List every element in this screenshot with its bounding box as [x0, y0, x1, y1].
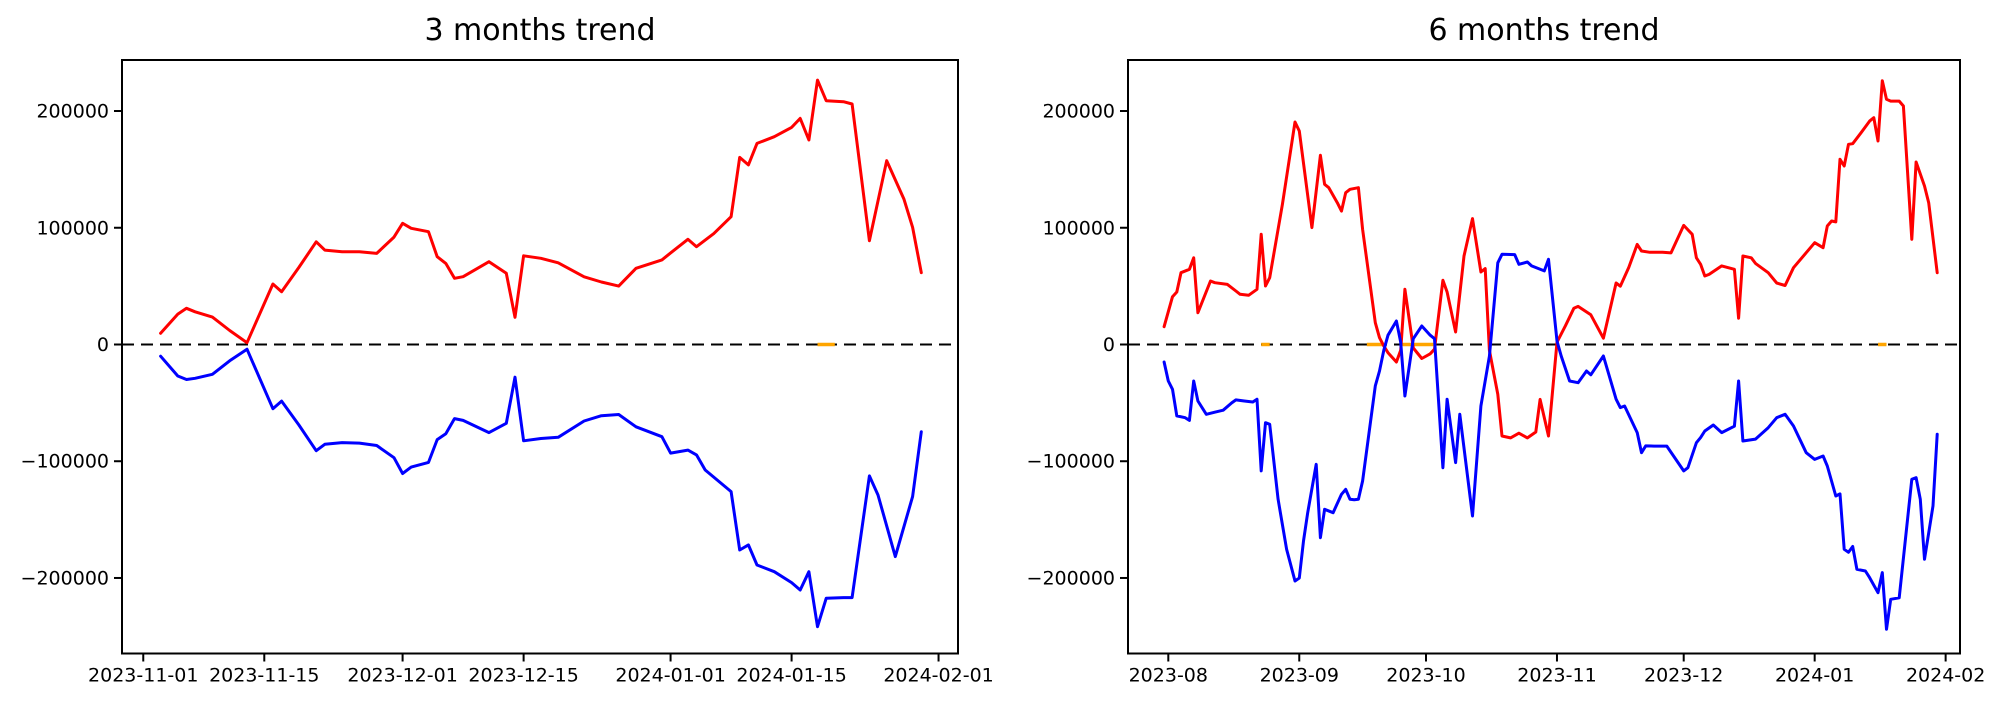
y-tick-label: −100000: [21, 451, 109, 473]
x-tick-label: 2023-12: [1644, 665, 1723, 687]
y-tick-label: 0: [97, 334, 109, 356]
x-tick-label: 2023-10: [1386, 665, 1465, 687]
plot-area: [121, 59, 959, 655]
y-tick-label: 200000: [36, 101, 109, 123]
chart-title: 6 months trend: [1428, 13, 1659, 48]
y-tick-label: −100000: [1027, 451, 1115, 473]
x-tick-label: 2023-11-15: [209, 665, 319, 687]
x-tick-label: 2024-01-01: [615, 665, 725, 687]
y-tick-label: −200000: [21, 567, 109, 589]
x-tick-label: 2024-02-01: [883, 665, 993, 687]
x-tick-label: 2024-02: [1906, 665, 1985, 687]
y-tick-label: 100000: [1042, 217, 1115, 239]
x-tick-label: 2024-01: [1775, 665, 1854, 687]
chart-title: 3 months trend: [424, 13, 655, 48]
x-tick-label: 2023-12-01: [347, 665, 457, 687]
x-tick-label: 2023-09: [1260, 665, 1339, 687]
negative-trend-line: [1162, 252, 1939, 631]
y-tick-label: −200000: [1027, 567, 1115, 589]
plot-area: [1127, 59, 1961, 655]
chart-3-months-trend: 200000 100000 0 −100000 −200000 2023-11-01 202…: [21, 13, 994, 687]
y-tick-label: 100000: [36, 217, 109, 239]
chart-6-months-trend: 200000 100000 0 −100000 −200000 2023-08 2023-0…: [1027, 13, 1986, 687]
x-tick-label: 2023-12-15: [468, 665, 578, 687]
y-tick-label: 0: [1103, 334, 1115, 356]
y-tick-label: 200000: [1042, 101, 1115, 123]
x-tick-label: 2023-11-01: [88, 665, 198, 687]
negative-trend-line: [159, 347, 923, 629]
positive-trend-line: [159, 78, 923, 345]
x-tick-label: 2024-01-15: [736, 665, 846, 687]
x-tick-label: 2023-08: [1129, 665, 1208, 687]
x-tick-label: 2023-11: [1517, 665, 1596, 687]
positive-trend-line: [1162, 79, 1939, 440]
